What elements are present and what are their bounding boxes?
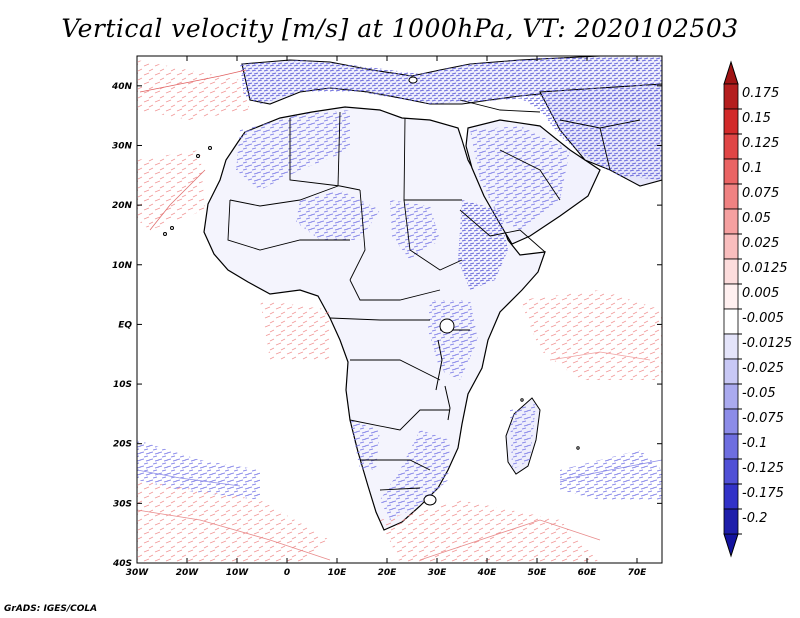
colorbar-label: -0.05: [742, 386, 776, 401]
lon-tick-label: 70E: [628, 568, 648, 578]
lat-tick-label: 10S: [113, 380, 132, 390]
lat-tick-label: 20S: [113, 440, 132, 450]
colorbar-swatch: [723, 333, 739, 360]
colorbar-swatch: [723, 158, 739, 185]
colorbar-label: -0.005: [742, 311, 784, 326]
map-plot-area: [137, 56, 662, 563]
colorbar-swatch: [723, 133, 739, 160]
country-borders: [227, 99, 641, 491]
colorbar-top-arrow: [723, 60, 739, 85]
lon-tick-label: 10W: [226, 568, 250, 578]
lon-tick-label: 50E: [528, 568, 548, 578]
colorbar-label: -0.025: [742, 361, 784, 376]
colorbar-swatch: [723, 408, 739, 435]
colorbar-label: 0.15: [742, 111, 771, 126]
lat-tick-label: 10N: [112, 261, 133, 271]
colorbar-label: -0.1: [742, 436, 767, 451]
lat-tick-label: 30S: [113, 499, 132, 509]
map-frame: [136, 55, 663, 564]
colorbar-label: 0.175: [742, 86, 779, 101]
lon-tick-label: 20E: [378, 568, 398, 578]
lon-tick-label: 60E: [578, 568, 598, 578]
colorbar-label: -0.125: [742, 461, 784, 476]
lakes: [163, 76, 580, 506]
colorbar-swatch: [723, 208, 739, 235]
colorbar-swatch: [723, 458, 739, 485]
colorbar-swatch: [723, 433, 739, 460]
colorbar-label: -0.0125: [742, 336, 792, 351]
colorbar-swatch: [723, 308, 739, 335]
colorbar-label: -0.2: [742, 511, 767, 526]
colorbar-swatch: [723, 383, 739, 410]
lon-tick-label: 20W: [176, 568, 200, 578]
colorbar-label: 0.025: [742, 236, 779, 251]
colorbar-swatch: [723, 483, 739, 510]
ocean-streaks: [137, 69, 662, 561]
ascent-field: [137, 60, 662, 563]
lon-tick-label: 30E: [428, 568, 448, 578]
colorbar: 0.175 0.15 0.125 0.1 0.075 0.05 0.025 0.0125 0.0…: [723, 60, 792, 558]
colorbar-label: 0.0125: [742, 261, 788, 276]
lat-tick-label: 40N: [111, 82, 133, 92]
colorbar-label: 0.05: [742, 211, 771, 226]
lat-tick-label: 40S: [112, 559, 132, 569]
grads-credit: GrADS: IGES/COLA: [4, 604, 98, 614]
map-title: Vertical velocity [m/s] at 1000hPa, VT: …: [61, 14, 739, 43]
lon-tick-label: 30W: [126, 568, 150, 578]
colorbar-label: 0.125: [742, 136, 779, 151]
colorbar-swatch: [723, 258, 739, 285]
lat-tick-label: 30N: [112, 141, 133, 151]
descent-field: [137, 56, 662, 520]
lat-tick-label: 20N: [112, 201, 133, 211]
colorbar-label: 0.075: [742, 186, 779, 201]
colorbar-swatch: [723, 358, 739, 385]
colorbar-swatch: [723, 108, 739, 135]
latitude-axis: 40N 30N 20N 10N EQ 10S 20S 30S 40S: [111, 82, 662, 569]
colorbar-label: -0.075: [742, 411, 784, 426]
colorbar-swatch: [723, 283, 739, 310]
lon-tick-label: 0: [284, 568, 290, 578]
colorbar-bottom-arrow: [723, 533, 739, 558]
colorbar-swatch: [723, 233, 739, 260]
colorbar-label: 0.1: [742, 161, 763, 176]
colorbar-swatch: [723, 183, 739, 210]
colorbar-label: 0.005: [742, 286, 779, 301]
lat-tick-label: EQ: [118, 320, 132, 330]
colorbar-swatch: [723, 508, 739, 535]
colorbar-label: -0.175: [742, 486, 784, 501]
lon-tick-label: 10E: [328, 568, 348, 578]
longitude-axis: 30W 20W 10W 0 10E 20E 30E 40E 50E 60E 70E: [126, 56, 647, 578]
colorbar-swatch: [723, 83, 739, 110]
lon-tick-label: 40E: [477, 568, 498, 578]
